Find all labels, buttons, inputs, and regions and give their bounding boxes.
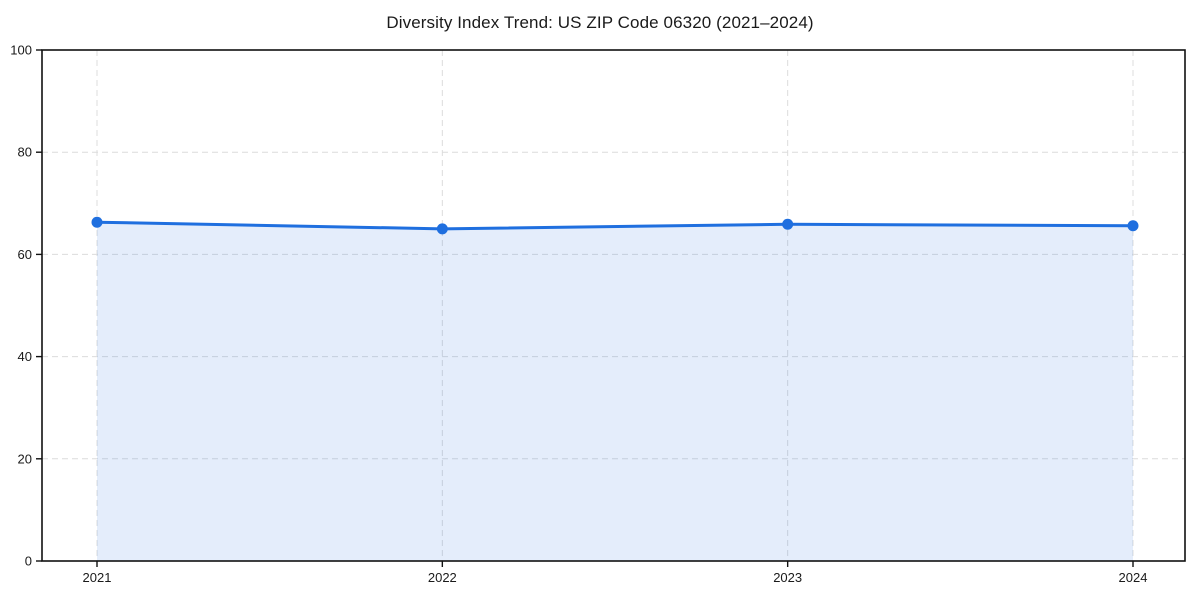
data-point-2024 xyxy=(1127,220,1139,232)
chart-title: Diversity Index Trend: US ZIP Code 06320… xyxy=(386,13,814,32)
data-point-2023 xyxy=(782,218,794,230)
y-tick-label: 80 xyxy=(18,145,32,160)
plot-border xyxy=(41,49,1186,562)
y-tick-label: 40 xyxy=(18,349,32,364)
data-point-2021 xyxy=(91,216,103,228)
x-tick-label: 2023 xyxy=(773,570,802,585)
y-tick-label: 0 xyxy=(25,554,32,569)
x-tick-label: 2022 xyxy=(428,570,457,585)
x-tick-label: 2021 xyxy=(83,570,112,585)
y-tick-label: 20 xyxy=(18,451,32,466)
x-tick-label: 2024 xyxy=(1119,570,1148,585)
y-tick-label: 100 xyxy=(10,43,32,58)
data-point-2022 xyxy=(436,223,448,235)
trend-line xyxy=(95,220,1135,231)
y-tick-label: 60 xyxy=(18,247,32,262)
area-fill xyxy=(97,222,1133,561)
